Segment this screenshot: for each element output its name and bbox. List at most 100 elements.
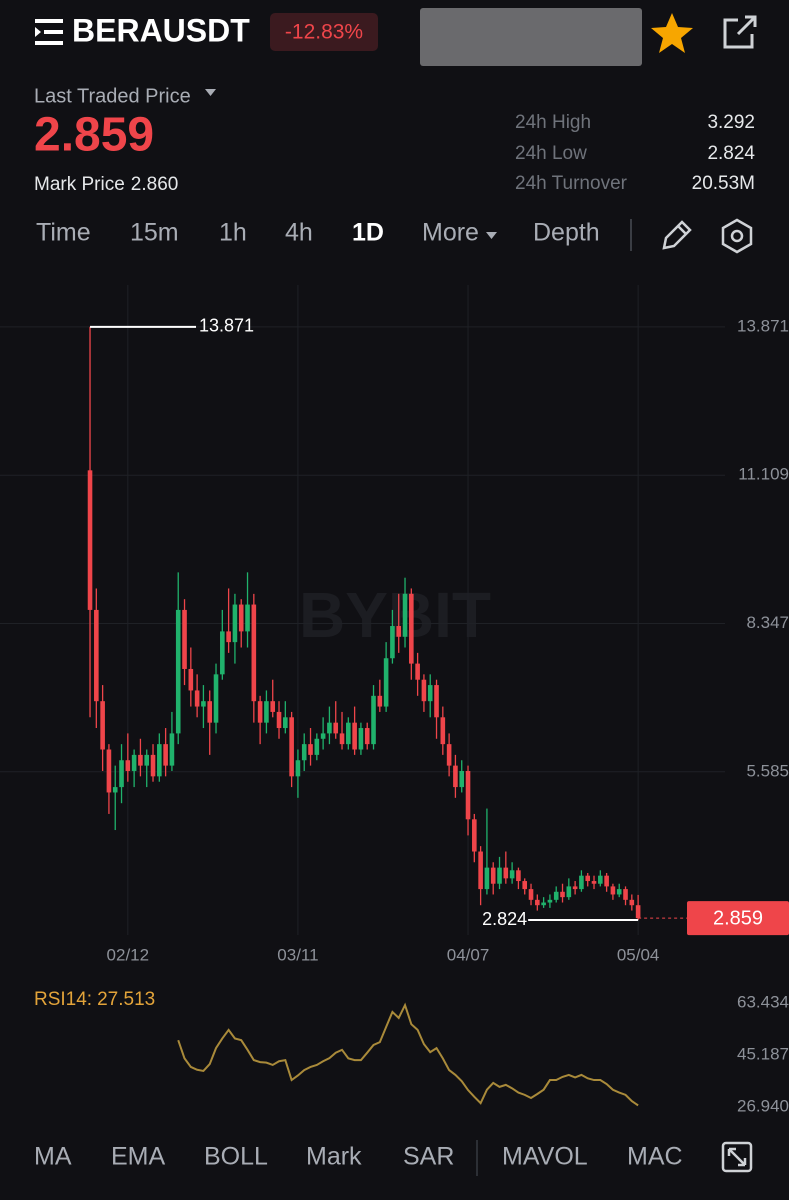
candle-body: [364, 728, 370, 745]
timeframe-tab[interactable]: More: [422, 219, 479, 247]
indicator-tab[interactable]: BOLL: [204, 1143, 268, 1171]
high-annotation: 13.871: [199, 316, 254, 336]
x-tick-label: 04/07: [447, 945, 490, 964]
y-tick-label: 11.109: [738, 465, 789, 484]
indicator-tab[interactable]: MA: [34, 1143, 72, 1171]
candle-body: [572, 886, 578, 890]
share-icon[interactable]: [723, 15, 757, 49]
symbol[interactable]: BERAUSDT: [72, 12, 250, 48]
candle-body: [635, 905, 641, 919]
candle-body: [245, 604, 250, 632]
more-arrow[interactable]: [486, 232, 497, 239]
candle-body: [339, 733, 345, 745]
candle-body: [421, 679, 427, 702]
mark-price-value: 2.860: [131, 174, 179, 195]
timeframe-tab[interactable]: 1h: [219, 219, 247, 247]
y-tick-label: 5.585: [746, 761, 789, 780]
candle-body: [547, 899, 553, 903]
candle-body: [201, 701, 206, 707]
candle-body: [522, 881, 528, 890]
price-chart[interactable]: BYBIT 5.585 8.347 11.109 13.871 02/12 03/11 04…: [0, 285, 789, 964]
indicator-tab[interactable]: SAR: [403, 1143, 454, 1171]
change: -12.83%: [285, 21, 363, 44]
candle-body: [232, 604, 238, 643]
candle-body: [150, 754, 156, 777]
candle-body: [579, 875, 584, 890]
settings-icon[interactable]: [721, 218, 753, 254]
price-tag: [687, 901, 789, 936]
candle-body: [138, 754, 143, 766]
candle-body: [604, 875, 609, 887]
stats: 24h High 3.292 24h Low 2.824 24h Turnove…: [515, 112, 755, 194]
timeframe-tab[interactable]: Time: [36, 219, 91, 247]
candle-body: [207, 701, 213, 723]
candle-body: [453, 765, 458, 788]
menu-icon[interactable]: [35, 19, 63, 45]
timeframe-tab-active[interactable]: 1D: [352, 219, 384, 247]
y-tick-label: 63.434: [737, 992, 789, 1011]
stat-label: 24h Low: [515, 143, 587, 164]
indicator-tab[interactable]: MAVOL: [502, 1143, 588, 1171]
candle-body: [629, 899, 635, 906]
candle-body: [503, 867, 509, 879]
candle-body: [295, 760, 301, 777]
stat-label: 24h Turnover: [515, 173, 628, 194]
mark-price-label: Mark Price: [34, 174, 125, 195]
candle-body: [220, 631, 225, 675]
mark-price: Mark Price 2.860: [34, 174, 178, 195]
candle-body: [402, 593, 408, 637]
candle-body: [541, 902, 546, 906]
timeframe-tab[interactable]: 15m: [130, 219, 179, 247]
candle-body: [333, 722, 339, 734]
stat-value: 3.292: [707, 112, 755, 133]
candle-body: [257, 701, 263, 723]
candle-body: [434, 685, 439, 718]
candle-body: [497, 867, 502, 884]
candle-body: [346, 722, 351, 745]
rsi-label-name: RSI14:: [34, 989, 92, 1010]
candle-body: [371, 695, 376, 745]
candle-body: [472, 819, 477, 852]
indicator-tab[interactable]: Mark: [306, 1143, 362, 1171]
fullscreen-icon[interactable]: [721, 1141, 753, 1173]
candle-body: [553, 891, 559, 900]
rsi-label-value: 27.513: [97, 989, 155, 1010]
last-price: 2.859: [34, 109, 154, 162]
candle-body: [157, 744, 162, 777]
candle-body: [87, 470, 93, 610]
dropdown-arrow[interactable]: [205, 89, 216, 96]
candle-body: [194, 690, 200, 707]
candle-body: [276, 711, 282, 729]
last-price-label: Last Traded Price: [34, 85, 191, 107]
draw-tool-icon[interactable]: [662, 220, 692, 250]
stat-value: 20.53M: [692, 173, 755, 194]
candle-body: [169, 733, 175, 766]
candle-body: [396, 626, 402, 637]
candle-body: [251, 604, 257, 702]
candle-body: [119, 760, 124, 788]
indicator-tab[interactable]: MAC: [627, 1143, 683, 1171]
timeframe-tab[interactable]: 4h: [285, 219, 313, 247]
redacted-area: [420, 8, 642, 66]
stat-value: 2.824: [707, 143, 755, 164]
candle-body: [188, 668, 194, 691]
rsi-line: [177, 1002, 639, 1107]
candle-body: [320, 733, 326, 739]
candle-body: [125, 760, 131, 771]
candle-body: [478, 851, 483, 890]
candle-body: [560, 891, 565, 898]
candle-body: [270, 701, 276, 712]
candle-body: [100, 701, 105, 750]
y-tick-label: 13.871: [737, 316, 789, 335]
x-tick-label: 02/12: [107, 945, 150, 964]
favorite-star[interactable]: [651, 13, 693, 53]
candle-body: [566, 886, 572, 898]
candle-body: [465, 770, 471, 820]
y-tick-label: 8.347: [746, 613, 789, 632]
candle-body: [352, 722, 357, 750]
timeframe-tab[interactable]: Depth: [533, 219, 600, 247]
candle-body: [358, 728, 364, 750]
indicator-tab[interactable]: EMA: [111, 1143, 166, 1171]
